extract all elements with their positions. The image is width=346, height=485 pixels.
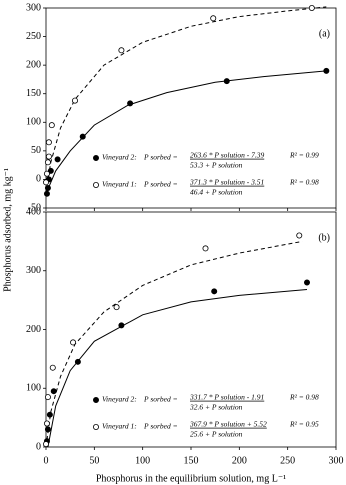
equation-lhs: P sorbed = bbox=[143, 153, 178, 162]
y-tick-label: -50 bbox=[28, 202, 41, 213]
y-tick-label: 100 bbox=[26, 117, 41, 128]
fit-curve bbox=[47, 289, 308, 448]
data-point bbox=[44, 184, 51, 191]
data-point bbox=[44, 159, 51, 166]
panel-label: (a) bbox=[319, 28, 330, 39]
data-point bbox=[46, 411, 53, 418]
data-point bbox=[210, 15, 217, 22]
data-point bbox=[113, 304, 120, 311]
data-point bbox=[47, 167, 54, 174]
x-tick-label: 200 bbox=[232, 455, 247, 466]
equation-numerator: 371.3 * P solution - 3.51 bbox=[189, 178, 264, 187]
legend-marker bbox=[93, 154, 100, 161]
legend-marker bbox=[93, 181, 100, 188]
legend-label: Vineyard 2: bbox=[102, 153, 137, 162]
data-point bbox=[303, 279, 310, 286]
y-tick-label: 150 bbox=[26, 88, 41, 99]
y-tick-label: 250 bbox=[26, 31, 41, 42]
y-tick-label: 300 bbox=[26, 265, 41, 276]
fit-curve bbox=[45, 70, 327, 194]
equation-r2: R² = 0.98 bbox=[289, 393, 319, 402]
data-point bbox=[308, 5, 315, 11]
data-point bbox=[45, 139, 52, 146]
legend-marker bbox=[93, 396, 100, 403]
data-point bbox=[43, 170, 50, 177]
fit-curve bbox=[45, 6, 327, 191]
data-point bbox=[45, 153, 52, 160]
data-point bbox=[211, 288, 218, 295]
panel-label: (b) bbox=[318, 232, 330, 243]
x-tick-label: 0 bbox=[44, 455, 49, 466]
legend-marker bbox=[93, 423, 100, 430]
data-point bbox=[50, 388, 57, 395]
data-point bbox=[44, 426, 51, 433]
data-point bbox=[43, 420, 50, 427]
equation-numerator: 263.6 * P solution - 7.39 bbox=[190, 151, 264, 160]
y-tick-label: 100 bbox=[26, 383, 41, 394]
data-point bbox=[127, 100, 134, 107]
x-tick-label: 100 bbox=[135, 455, 150, 466]
x-axis-label: Phosphorus in the equilibrium solution, … bbox=[96, 473, 286, 484]
equation-denominator: 25.6 + P solution bbox=[190, 430, 243, 439]
equation-numerator: 331.7 * P solution - 1.91 bbox=[189, 393, 264, 402]
data-point bbox=[296, 232, 303, 239]
equation-lhs: P sorbed = bbox=[143, 180, 178, 189]
y-tick-label: 300 bbox=[26, 2, 41, 13]
data-point bbox=[70, 339, 77, 346]
equation-denominator: 53.3 + P solution bbox=[190, 161, 243, 170]
y-axis-label: Phosphorus adsorbed, mg kg⁻¹ bbox=[2, 168, 13, 292]
data-point bbox=[49, 364, 56, 371]
data-point bbox=[48, 122, 55, 129]
data-point bbox=[323, 67, 330, 74]
data-point bbox=[44, 394, 51, 401]
equation-lhs: P sorbed = bbox=[143, 422, 178, 431]
legend-label: Vineyard 2: bbox=[102, 395, 137, 404]
data-point bbox=[79, 133, 86, 140]
data-point bbox=[223, 78, 230, 85]
data-point bbox=[72, 97, 79, 104]
plot-frame bbox=[45, 211, 337, 448]
equation-numerator: 367.9 * P solution + 5.52 bbox=[189, 420, 267, 429]
data-point bbox=[118, 47, 125, 54]
equation-denominator: 32.6 + P solution bbox=[189, 403, 243, 412]
y-tick-label: 400 bbox=[26, 206, 41, 217]
x-tick-label: 150 bbox=[184, 455, 199, 466]
fit-curve bbox=[45, 240, 303, 448]
equation-lhs: P sorbed = bbox=[143, 395, 178, 404]
x-tick-label: 50 bbox=[89, 455, 99, 466]
y-tick-label: 200 bbox=[26, 324, 41, 335]
x-tick-label: 300 bbox=[329, 455, 344, 466]
data-point bbox=[43, 190, 50, 197]
y-tick-label: 200 bbox=[26, 59, 41, 70]
y-tick-label: 0 bbox=[36, 441, 41, 452]
data-point bbox=[43, 441, 50, 448]
y-tick-label: 50 bbox=[31, 145, 41, 156]
equation-r2: R² = 0.98 bbox=[289, 178, 319, 187]
equation-denominator: 46.4 + P solution bbox=[190, 188, 243, 197]
legend-label: Vineyard 1: bbox=[102, 180, 137, 189]
data-point bbox=[74, 358, 81, 365]
equation-r2: R² = 0.99 bbox=[289, 151, 319, 160]
y-tick-label: 0 bbox=[36, 174, 41, 185]
legend-label: Vineyard 1: bbox=[102, 422, 137, 431]
data-point bbox=[118, 322, 125, 329]
data-point bbox=[202, 245, 209, 252]
data-point bbox=[54, 156, 61, 163]
data-point bbox=[43, 179, 50, 186]
equation-r2: R² = 0.95 bbox=[289, 420, 319, 429]
x-tick-label: 250 bbox=[280, 455, 295, 466]
